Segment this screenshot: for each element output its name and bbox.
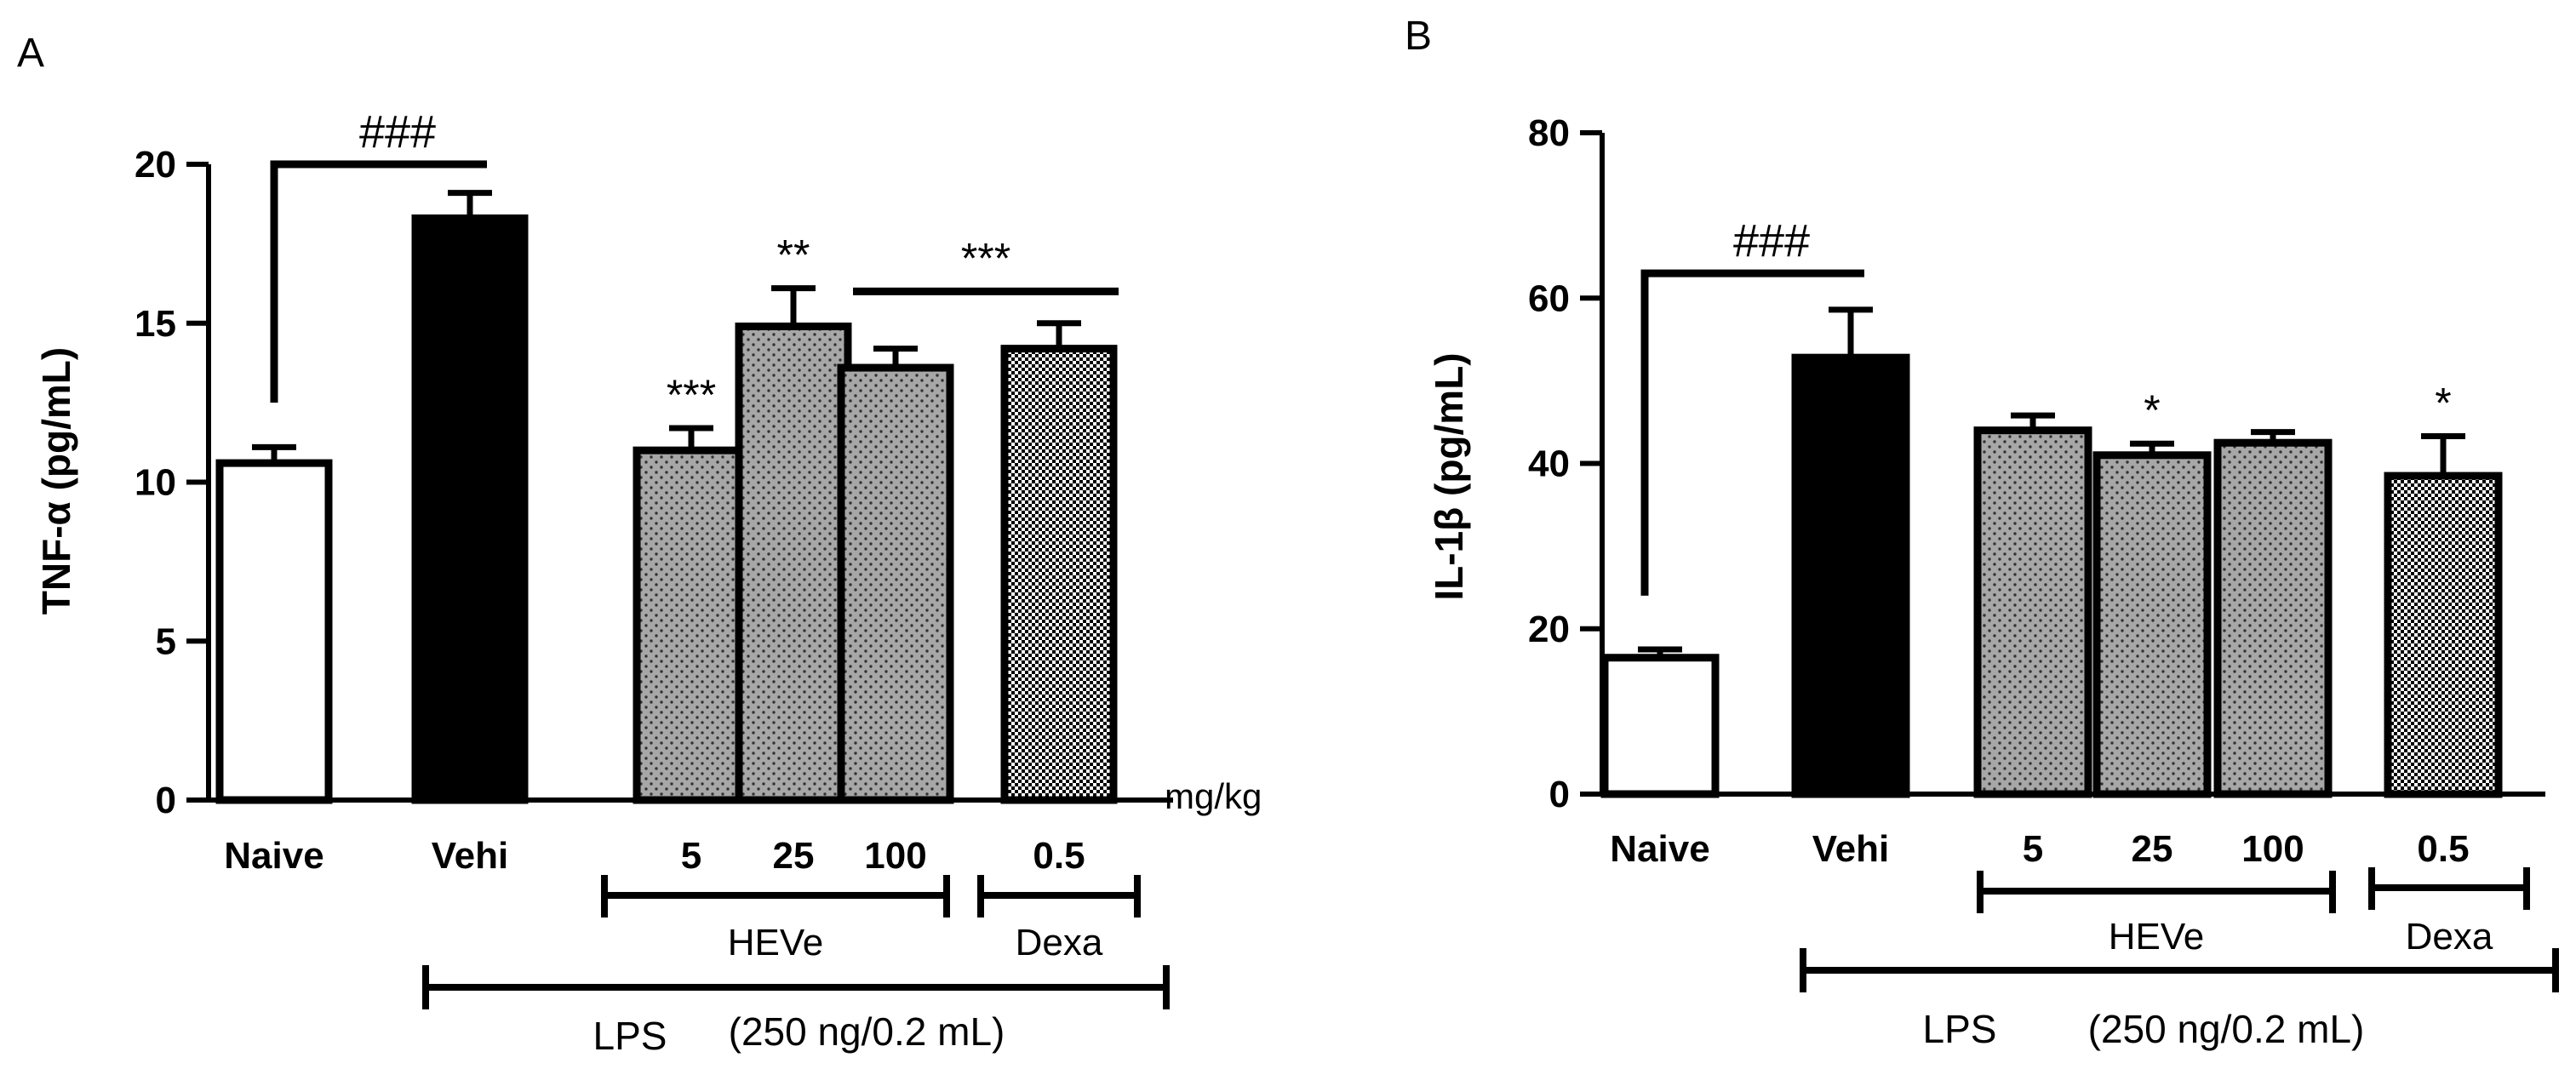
panel-a-bar-5 [633,446,750,804]
panel-b-category-label: 25 [2132,828,2173,870]
panel-a-comparison-label: ### [359,106,436,157]
panel-b-y-tick-label: 80 [1528,112,1570,154]
panel-b-category-label: 0.5 [2417,828,2469,870]
panel-b-label: B [1405,14,1432,59]
panel-b-significance-stars: * [2435,379,2451,426]
panel-a-bar-0-5 [1000,345,1118,804]
panel-a-y-tick-label: 0 [156,780,176,821]
panel-a-heve-label: HEVe [728,922,824,963]
panel-a-y-tick-label: 15 [135,303,176,345]
panel-b-category-label: 100 [2241,828,2304,870]
panel-b-category-label: 5 [2023,828,2043,870]
panel-a-lps-dose: (250 ng/0.2 mL) [729,1009,1005,1054]
panel-b-category-label: Naive [1610,828,1709,870]
panel-b-y-tick-label: 60 [1528,277,1570,319]
panel-b-bar-0-5 [2384,472,2503,798]
panel-b-heve-label: HEVe [2109,916,2205,958]
panel-a-lps-label: LPS [593,1014,667,1058]
panel-b-lps-label: LPS [1923,1007,1997,1051]
panel-b-y-tick-label: 20 [1528,609,1570,650]
panel-a-unit-label: mg/kg [1165,776,1262,816]
panel-a-bar-vehi [411,214,529,804]
panel-a-dexa-label: Dexa [1016,922,1103,963]
panel-b-comparison-bracket [1640,269,1864,596]
panel-a-significance-bracket-label: *** [961,234,1010,282]
panel-b-lps-dose: (250 ng/0.2 mL) [2088,1007,2365,1051]
panel-b-bar-100 [2213,438,2333,798]
panel-b-bar-vehi [1791,353,1910,798]
panel-a-bar-100 [837,363,954,804]
panel-a-comparison-bracket [270,160,487,403]
panel-a-category-label: 5 [681,835,701,877]
panel-a-category-label: Vehi [432,835,509,877]
panel-b-comparison-label: ### [1733,215,1810,266]
panel-a-significance-stars: ** [777,232,810,279]
panel-a: A TNF-α (pg/mL) 0 5 10 15 20 Naive Vehi 5 *** 25… [17,31,1262,1058]
panel-a-category-label: 100 [864,835,926,877]
panel-a-category-label: 25 [773,835,815,877]
panel-b: B IL-1β (pg/mL) 0 20 40 60 80 Naive Vehi 5 25 * 1… [1405,14,2559,1051]
panel-b-y-tick-label: 40 [1528,443,1570,485]
panel-b-dexa-label: Dexa [2406,916,2493,958]
panel-b-bar-naive [1600,654,1720,798]
panel-a-label: A [17,31,44,76]
panel-b-y-tick-label: 0 [1549,774,1570,815]
panel-a-category-label: Naive [224,835,323,877]
panel-a-bar-naive [215,459,333,804]
panel-b-significance-stars: * [2144,386,2160,434]
panel-a-y-tick-label: 5 [156,620,176,662]
panel-b-category-label: Vehi [1812,828,1890,870]
panel-b-y-axis-label: IL-1β (pg/mL) [1427,352,1471,600]
panel-b-bar-5 [1973,426,2092,798]
panel-a-y-tick-label: 10 [135,462,176,504]
panel-a-bar-25 [735,322,852,804]
panel-b-bar-25 [2092,451,2212,798]
panel-a-y-tick-label: 20 [135,144,176,186]
panel-a-significance-stars: *** [667,371,716,419]
panel-a-y-axis-label: TNF-α (pg/mL) [34,347,78,615]
panel-a-category-label: 0.5 [1033,835,1085,877]
